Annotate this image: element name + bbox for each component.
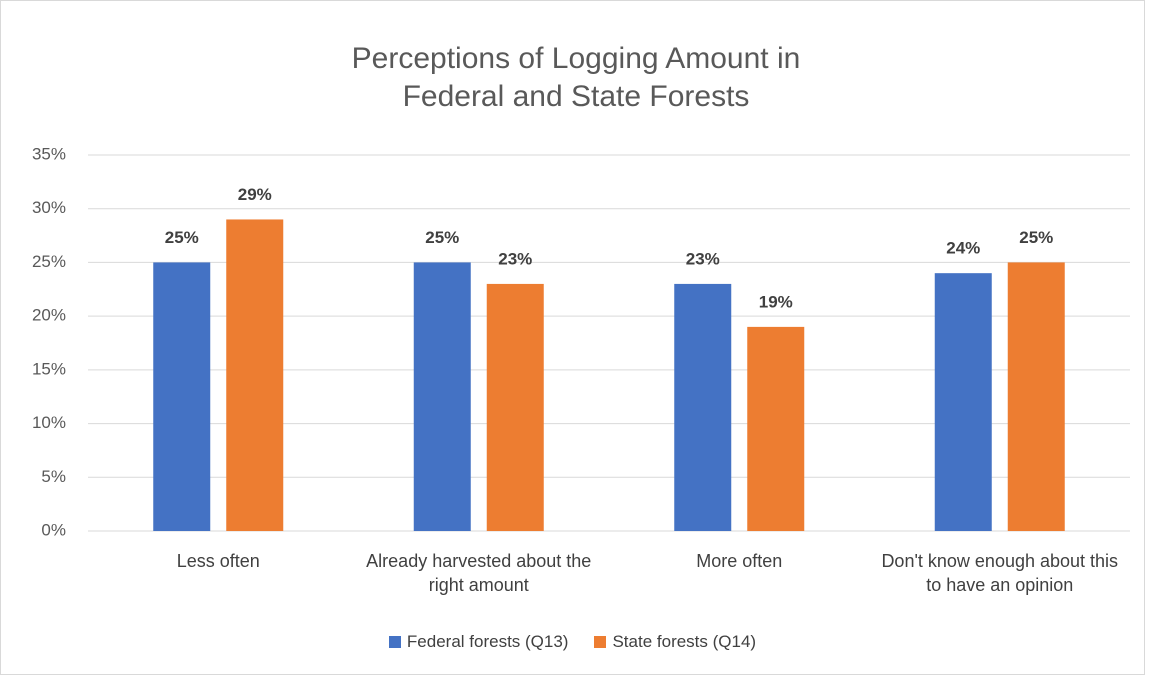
bar <box>674 283 732 531</box>
data-label: 23% <box>686 249 720 268</box>
chart-title: Perceptions of Logging Amount in Federal… <box>351 42 801 113</box>
bar <box>413 262 471 531</box>
y-tick-label: 25% <box>32 252 66 271</box>
legend: Federal forests (Q13) State forests (Q14) <box>0 632 1145 652</box>
x-tick-label: Don't know enough about this to have an … <box>881 551 1119 595</box>
bar <box>486 283 544 531</box>
data-label: 25% <box>425 228 459 247</box>
y-tick-label: 20% <box>32 306 66 325</box>
data-label: 25% <box>165 228 199 247</box>
legend-label: State forests (Q14) <box>612 632 757 651</box>
legend-item: Federal forests (Q13) <box>388 632 569 652</box>
bar <box>1007 262 1065 531</box>
bar <box>226 219 284 531</box>
data-label: 24% <box>946 239 980 258</box>
bar <box>934 273 992 531</box>
x-tick-label: Less often <box>176 551 260 571</box>
data-label: 25% <box>1019 228 1053 247</box>
data-label: 19% <box>759 292 793 311</box>
legend-item: State forests (Q14) <box>594 632 756 652</box>
y-tick-label: 15% <box>32 359 66 378</box>
bar <box>153 262 211 531</box>
y-tick-label: 5% <box>41 467 66 486</box>
x-tick-label: Already harvested about the right amount <box>366 551 592 595</box>
legend-swatch <box>594 636 607 648</box>
y-tick-label: 10% <box>32 413 66 432</box>
legend-swatch <box>388 636 401 648</box>
y-tick-label: 0% <box>41 520 66 539</box>
data-label: 23% <box>498 249 532 268</box>
data-label: 29% <box>238 185 272 204</box>
y-tick-label: 35% <box>32 144 66 163</box>
y-tick-label: 30% <box>32 198 66 217</box>
bar <box>747 326 805 531</box>
x-tick-label: More often <box>696 551 783 571</box>
legend-label: Federal forests (Q13) <box>406 632 569 651</box>
